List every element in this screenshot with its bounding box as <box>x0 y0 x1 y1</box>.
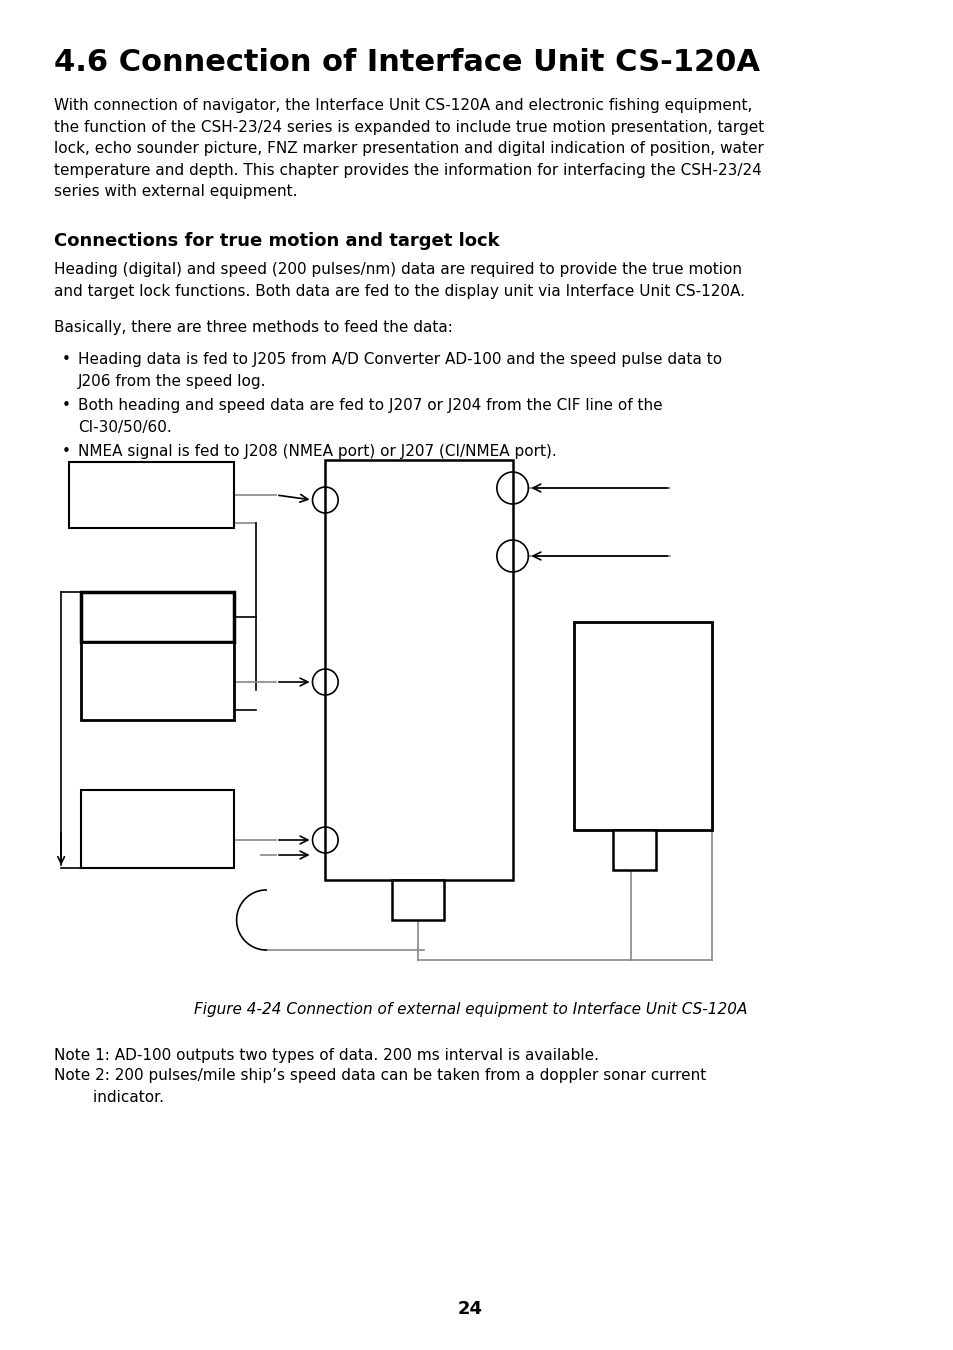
Text: 4.6 Connection of Interface Unit CS-120A: 4.6 Connection of Interface Unit CS-120A <box>54 49 760 77</box>
Bar <box>81 643 233 720</box>
Bar <box>573 622 711 830</box>
Text: •: • <box>62 398 71 413</box>
Text: •: • <box>62 352 71 367</box>
Bar <box>69 462 233 528</box>
Bar <box>613 830 655 869</box>
Text: •: • <box>62 444 71 459</box>
Text: Basically, there are three methods to feed the data:: Basically, there are three methods to fe… <box>54 320 453 335</box>
Text: Heading data is fed to J205 from A/D Converter AD-100 and the speed pulse data t: Heading data is fed to J205 from A/D Con… <box>78 352 721 389</box>
Text: NMEA signal is fed to J208 (NMEA port) or J207 (CI/NMEA port).: NMEA signal is fed to J208 (NMEA port) o… <box>78 444 556 459</box>
Text: Note 1: AD-100 outputs two types of data. 200 ms interval is available.: Note 1: AD-100 outputs two types of data… <box>54 1048 598 1062</box>
Text: Connections for true motion and target lock: Connections for true motion and target l… <box>54 232 499 250</box>
Text: 24: 24 <box>457 1300 482 1318</box>
Text: Both heading and speed data are fed to J207 or J204 from the CIF line of the
CI-: Both heading and speed data are fed to J… <box>78 398 661 435</box>
Text: Heading (digital) and speed (200 pulses/nm) data are required to provide the tru: Heading (digital) and speed (200 pulses/… <box>54 262 744 298</box>
Bar <box>81 790 233 868</box>
Text: With connection of navigator, the Interface Unit CS-120A and electronic fishing : With connection of navigator, the Interf… <box>54 99 763 200</box>
Text: Figure 4-24 Connection of external equipment to Interface Unit CS-120A: Figure 4-24 Connection of external equip… <box>193 1002 746 1017</box>
Text: Note 2: 200 pulses/mile ship’s speed data can be taken from a doppler sonar curr: Note 2: 200 pulses/mile ship’s speed dat… <box>54 1068 706 1104</box>
Bar <box>81 593 233 643</box>
Bar <box>392 880 443 919</box>
Bar <box>325 460 512 880</box>
